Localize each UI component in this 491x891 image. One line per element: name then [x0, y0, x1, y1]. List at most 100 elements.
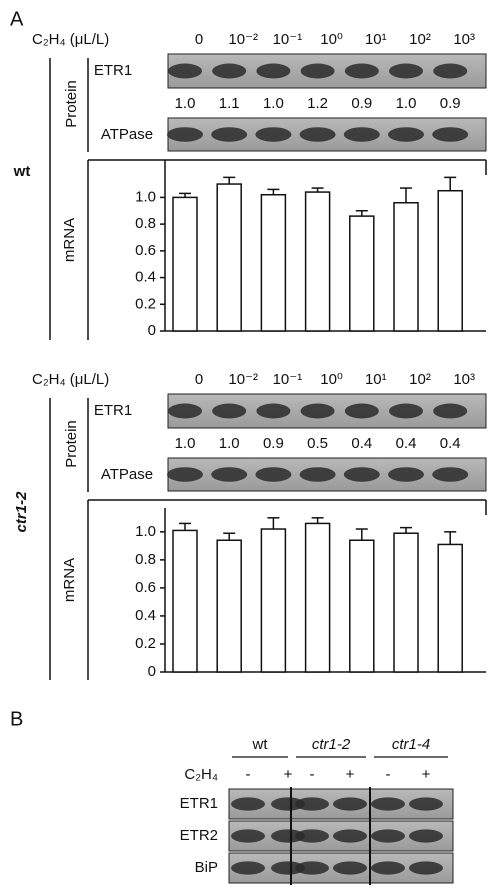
band-level: 1.0 [263, 95, 284, 112]
band [167, 127, 203, 142]
panel-label: A [10, 8, 24, 30]
band [231, 861, 265, 874]
blot-label: BiP [195, 859, 218, 876]
treatment: - [310, 766, 315, 783]
blot-label: ETR1 [94, 62, 132, 79]
error-bar [267, 189, 279, 194]
band [231, 797, 265, 810]
bar [217, 184, 241, 331]
band [301, 404, 335, 419]
band [212, 404, 246, 419]
band [211, 127, 247, 142]
band [409, 861, 443, 874]
blot-label: ATPase [101, 466, 153, 483]
band [167, 467, 203, 482]
band [345, 64, 379, 79]
band [333, 829, 367, 842]
y-tick-label: 0.4 [135, 269, 156, 286]
y-tick-label: 0.4 [135, 607, 156, 624]
band [301, 64, 335, 79]
figure: A C₂H₄ (μL/L) 0 10⁻² 10⁻¹ 10⁰ 10¹ 10² 10³ ETR1 ATP… [0, 0, 491, 886]
genotype-label: ctr1-2 [312, 736, 351, 753]
genotype-label: ctr1-4 [392, 736, 430, 753]
blot-label: ETR1 [94, 402, 132, 419]
y-tick-label: 1.0 [135, 188, 156, 205]
band-level: 0.9 [351, 95, 372, 112]
band [295, 861, 329, 874]
bar [261, 529, 285, 672]
band [433, 64, 467, 79]
treatment-label: C₂H₄ (μL/L) [32, 31, 109, 48]
bar [438, 191, 462, 331]
band [409, 829, 443, 842]
bar [350, 540, 374, 672]
bar [394, 533, 418, 672]
concentration-label: 10⁻¹ [273, 31, 303, 48]
concentration-label: 10¹ [365, 371, 387, 388]
y-tick-label: 1.0 [135, 523, 156, 540]
error-bar [356, 529, 368, 540]
band [295, 829, 329, 842]
concentration-label: 10⁻² [228, 371, 258, 388]
band [300, 467, 336, 482]
concentration-label: 10³ [453, 371, 475, 388]
mrna-label: mRNA [61, 218, 78, 262]
band [255, 127, 291, 142]
band [432, 467, 468, 482]
band [212, 64, 246, 79]
error-bar [312, 518, 324, 524]
error-bar [179, 523, 191, 530]
treatment: + [346, 766, 355, 783]
band-level: 1.2 [307, 95, 328, 112]
band [256, 64, 290, 79]
concentration-label: 10⁻² [228, 31, 258, 48]
band [295, 797, 329, 810]
genotype-label: ctr1-2 [13, 491, 30, 533]
band [344, 467, 380, 482]
band [300, 127, 336, 142]
band-level: 1.0 [219, 435, 240, 452]
error-bar [444, 532, 456, 545]
genotype-label: wt [252, 736, 269, 753]
bar [438, 544, 462, 672]
concentration-label: 10⁻¹ [273, 371, 303, 388]
band [433, 404, 467, 419]
mrna-label: mRNA [61, 558, 78, 602]
band [371, 829, 405, 842]
band-level: 0.4 [440, 435, 461, 452]
y-tick-label: 0.6 [135, 579, 156, 596]
concentration-label: 10² [409, 371, 431, 388]
protein-label: Protein [63, 420, 80, 468]
concentration-label: 10⁰ [320, 31, 343, 48]
y-tick-label: 0.8 [135, 215, 156, 232]
band [168, 64, 202, 79]
treatment: + [284, 766, 293, 783]
band-level: 0.5 [307, 435, 328, 452]
concentration-label: 0 [195, 31, 203, 48]
treatment: + [422, 766, 431, 783]
concentration-label: 10⁰ [320, 371, 343, 388]
panel-label: B [10, 708, 23, 730]
error-bar [267, 518, 279, 529]
band [345, 404, 379, 419]
y-tick-label: 0 [148, 322, 156, 339]
band-level: 1.0 [175, 95, 196, 112]
error-bar [356, 211, 368, 216]
concentration-label: 0 [195, 371, 203, 388]
band [388, 127, 424, 142]
bar [306, 192, 330, 331]
y-tick-label: 0.6 [135, 242, 156, 259]
error-bar [223, 533, 235, 540]
y-tick-label: 0.2 [135, 295, 156, 312]
band [409, 797, 443, 810]
band [231, 829, 265, 842]
bar [217, 540, 241, 672]
band [333, 797, 367, 810]
band [211, 467, 247, 482]
treatment-label: C₂H₄ [184, 766, 218, 783]
band-level: 0.4 [351, 435, 372, 452]
error-bar [400, 188, 412, 203]
band [333, 861, 367, 874]
blot-label: ATPase [101, 126, 153, 143]
bar [173, 530, 197, 672]
